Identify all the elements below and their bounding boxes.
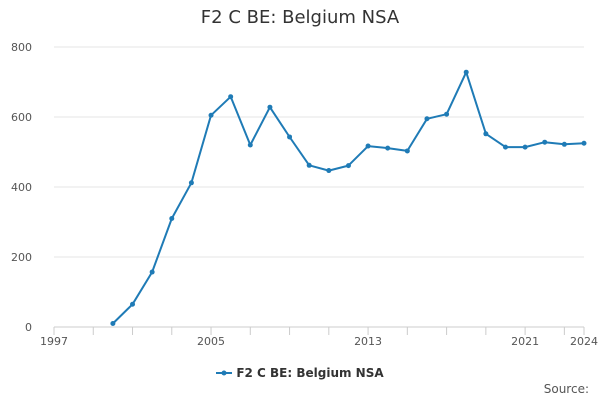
y-axis: 0 200 400 600 800 (11, 41, 32, 334)
data-point[interactable] (522, 144, 528, 150)
data-point[interactable] (581, 140, 587, 146)
x-axis-ticks: 1997 2005 2013 2021 2024 (40, 335, 598, 348)
data-point[interactable] (502, 144, 508, 150)
data-point[interactable] (561, 141, 567, 147)
source-label: Source: (543, 382, 589, 396)
data-point[interactable] (149, 269, 155, 275)
grid-lines (54, 46, 584, 258)
data-point[interactable] (130, 301, 136, 307)
x-axis (53, 326, 585, 335)
data-point[interactable] (188, 180, 194, 186)
data-point[interactable] (404, 148, 410, 154)
data-point[interactable] (208, 112, 214, 118)
legend-label: F2 C BE: Belgium NSA (236, 366, 384, 380)
data-point[interactable] (228, 94, 234, 100)
data-point[interactable] (345, 163, 351, 169)
data-point[interactable] (365, 143, 371, 149)
data-point[interactable] (110, 321, 116, 326)
data-point[interactable] (463, 69, 469, 75)
data-point[interactable] (267, 104, 273, 110)
data-point[interactable] (169, 216, 175, 221)
data-point[interactable] (424, 116, 430, 122)
series-line-group[interactable] (110, 69, 587, 326)
series-line[interactable] (112, 71, 585, 325)
data-point[interactable] (306, 162, 312, 168)
y-tick-label: 400 (11, 181, 32, 194)
x-tick-label: 1997 (40, 335, 68, 348)
data-point[interactable] (444, 111, 450, 117)
data-point[interactable] (287, 134, 293, 140)
chart-title: F2 C BE: Belgium NSA (200, 7, 400, 28)
data-point[interactable] (542, 139, 548, 145)
data-point[interactable] (385, 145, 391, 151)
legend[interactable]: F2 C BE: Belgium NSA (0, 366, 600, 380)
data-point[interactable] (483, 131, 489, 137)
x-tick-label: 2005 (197, 335, 225, 348)
y-tick-label: 200 (11, 251, 32, 264)
y-tick-label: 0 (25, 321, 32, 334)
data-point[interactable] (247, 142, 253, 148)
y-tick-label: 800 (11, 41, 32, 54)
x-tick-label: 2024 (570, 335, 598, 348)
legend-symbol (216, 370, 233, 376)
data-point[interactable] (326, 168, 332, 174)
x-tick-label: 2013 (354, 335, 382, 348)
x-tick-label: 2021 (511, 335, 539, 348)
y-tick-label: 600 (11, 111, 32, 124)
